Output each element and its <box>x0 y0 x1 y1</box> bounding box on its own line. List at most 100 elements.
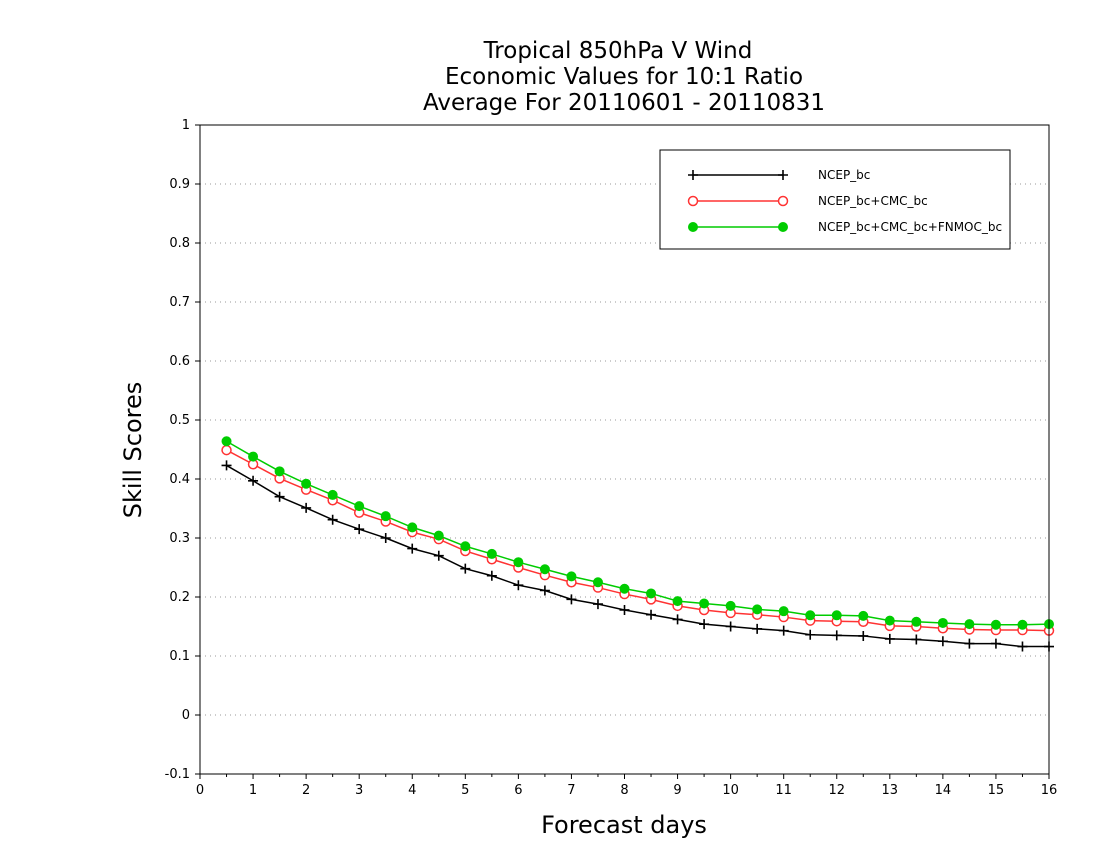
data-point <box>1017 619 1028 630</box>
data-point <box>1017 641 1028 652</box>
data-point <box>752 623 763 634</box>
data-point <box>805 629 816 640</box>
x-tick-label: 2 <box>302 783 310 798</box>
x-tick-label: 14 <box>935 783 952 798</box>
x-tick-label: 13 <box>882 783 899 798</box>
data-point <box>301 478 312 489</box>
data-point <box>407 543 418 554</box>
data-point <box>407 522 418 533</box>
data-point <box>513 557 524 568</box>
x-tick-label: 1 <box>249 783 257 798</box>
series-3 <box>221 436 1054 630</box>
y-tick-label: 0.9 <box>169 177 190 192</box>
data-point <box>486 570 497 581</box>
data-point <box>911 616 922 627</box>
data-point <box>831 630 842 641</box>
y-tick-label: 0.2 <box>169 590 190 605</box>
data-point <box>566 594 577 605</box>
data-point <box>221 436 232 447</box>
x-tick-label: 6 <box>514 783 522 798</box>
x-tick-label: 4 <box>408 783 416 798</box>
x-tick-label: 5 <box>461 783 469 798</box>
data-point <box>752 604 763 615</box>
data-point <box>566 571 577 582</box>
y-tick-label: 0.7 <box>169 295 190 310</box>
data-point <box>699 598 710 609</box>
data-point <box>619 583 630 594</box>
data-point <box>646 609 657 620</box>
legend-label: NCEP_bc+CMC_bc+FNMOC_bc <box>818 220 1002 234</box>
legend-item: NCEP_bc+CMC_bc+FNMOC_bc <box>688 220 1002 234</box>
x-tick-label: 10 <box>722 783 739 798</box>
x-tick-label: 12 <box>828 783 845 798</box>
legend-item: NCEP_bc+CMC_bc <box>687 194 928 208</box>
data-point <box>911 634 922 645</box>
data-point <box>460 563 471 574</box>
y-tick-label: 0.4 <box>169 472 190 487</box>
data-point <box>486 548 497 559</box>
data-point <box>592 599 603 610</box>
data-point <box>884 633 895 644</box>
series-group <box>221 436 1055 652</box>
data-point <box>221 460 232 471</box>
data-point <box>248 451 259 462</box>
x-tick-label: 16 <box>1041 783 1058 798</box>
legend-box <box>659 149 1011 250</box>
x-tick-label: 8 <box>620 783 628 798</box>
data-point <box>433 530 444 541</box>
y-tick-label: 0.5 <box>169 413 190 428</box>
data-point <box>990 619 1001 630</box>
data-point <box>937 617 948 628</box>
data-point <box>513 580 524 591</box>
y-axis-title: Skill Scores <box>119 382 147 519</box>
data-point <box>433 550 444 561</box>
x-tick-label: 15 <box>988 783 1005 798</box>
x-tick-label: 0 <box>196 783 204 798</box>
data-point <box>805 610 816 621</box>
x-tick-label: 11 <box>775 783 792 798</box>
y-tick-label: -0.1 <box>165 767 190 782</box>
x-tick-label: 9 <box>673 783 681 798</box>
data-point <box>725 600 736 611</box>
data-point <box>858 630 869 641</box>
data-point <box>937 636 948 647</box>
data-point <box>619 604 630 615</box>
y-tick-label: 0.6 <box>169 354 190 369</box>
data-point <box>539 585 550 596</box>
data-point <box>831 610 842 621</box>
y-tick-label: 0 <box>182 708 190 723</box>
legend-marker <box>777 195 789 207</box>
data-point <box>646 588 657 599</box>
data-point <box>592 577 603 588</box>
data-point <box>672 614 683 625</box>
data-point <box>460 541 471 552</box>
x-tick-label: 3 <box>355 783 363 798</box>
data-point <box>672 596 683 607</box>
chart-title-line-2: Economic Values for 10:1 Ratio <box>445 64 803 90</box>
data-point <box>778 625 789 636</box>
data-point <box>884 615 895 626</box>
data-point <box>964 638 975 649</box>
data-point <box>858 610 869 621</box>
legend: NCEP_bc NCEP_bc+CMC_bc NCEP_bc+CMC_bc+FNMO… <box>659 149 1011 250</box>
data-point <box>699 619 710 630</box>
legend-marker <box>688 222 698 232</box>
data-point <box>539 564 550 575</box>
y-tick-label: 0.3 <box>169 531 190 546</box>
legend-label: NCEP_bc <box>818 168 870 182</box>
data-point <box>354 501 365 512</box>
data-point <box>380 511 391 522</box>
x-axis-title: Forecast days <box>541 811 707 839</box>
data-point <box>380 533 391 543</box>
data-point <box>725 621 736 632</box>
series-2 <box>221 444 1055 636</box>
data-point <box>964 619 975 630</box>
data-point <box>301 502 312 513</box>
legend-marker <box>778 170 788 180</box>
plot-frame <box>199 124 1050 775</box>
data-point <box>778 606 789 617</box>
data-point <box>274 491 285 502</box>
x-tick-label: 7 <box>567 783 575 798</box>
y-tick-label: 0.1 <box>169 649 190 664</box>
